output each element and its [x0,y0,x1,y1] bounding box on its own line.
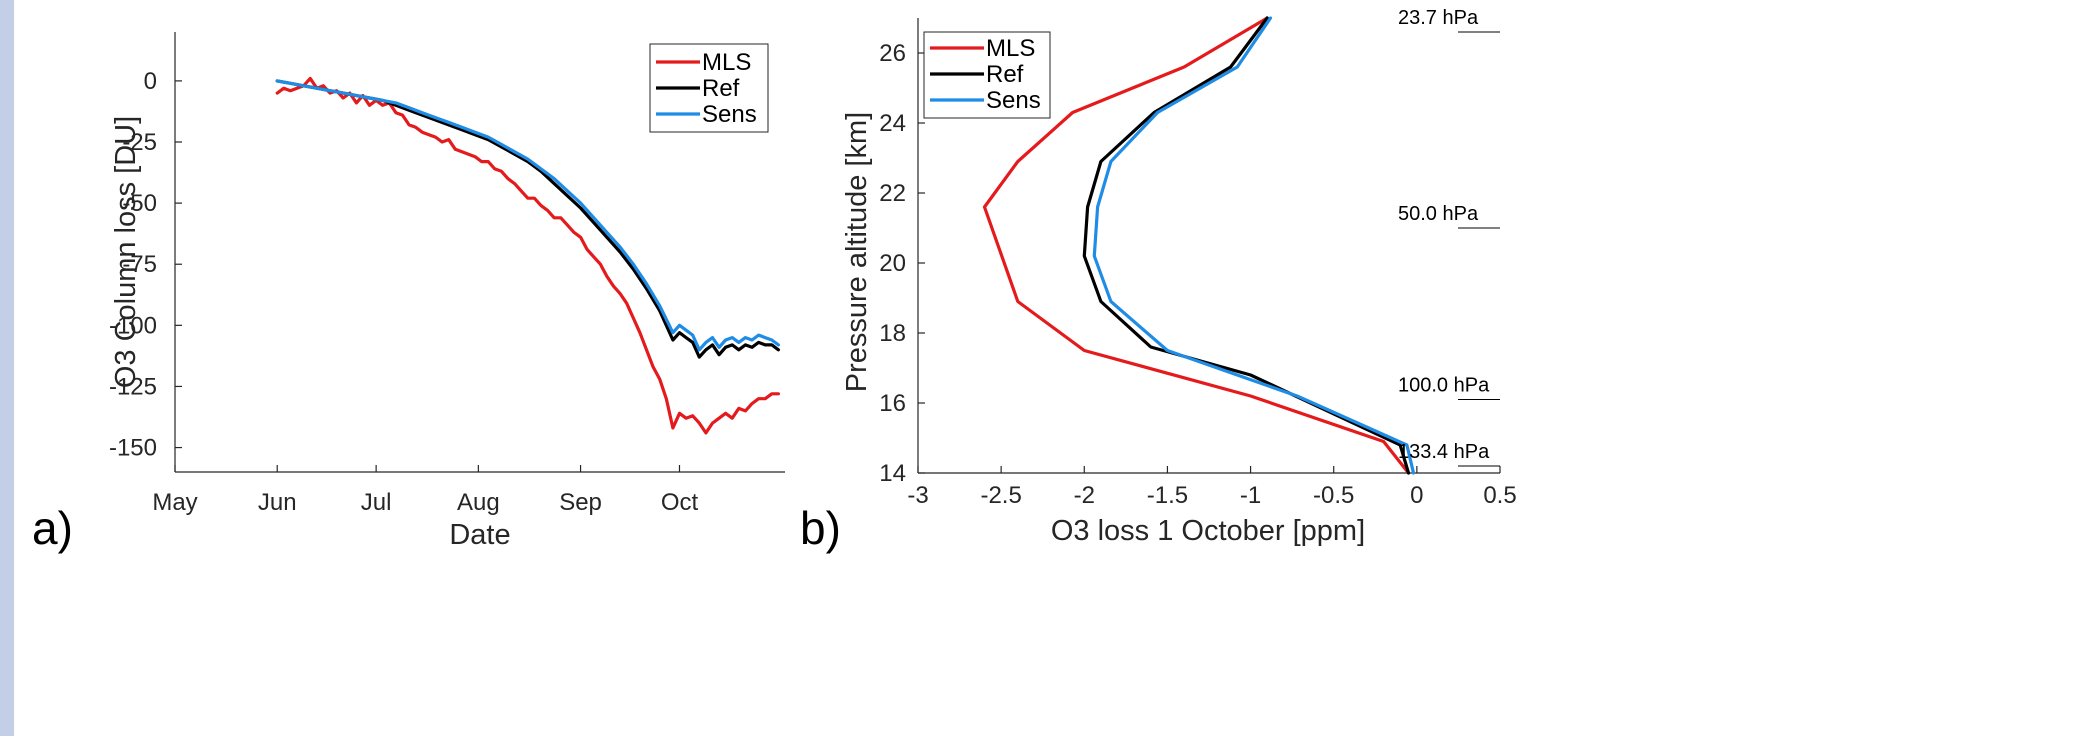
panel-a-xlabel: Date [449,519,510,551]
panel-a-label: a) [32,502,73,554]
panel-a-ytick-label: -75 [122,251,157,278]
panel-b-ticks: 14 16 18 20 22 24 26 -3 -2.5 -2 -1.5 -1 -0.5 0 0.5 [879,40,1516,509]
panel-b-ylabel: Pressure altitude [km] [841,112,873,392]
panel-b-ytick-label: 22 [879,180,906,207]
panel-a-series [275,76,781,435]
panel-b-ytick-label: 26 [879,40,906,67]
panel-b-label: b) [800,502,841,554]
panel-a-xtick-label: Jul [361,489,392,516]
panel-b-xlabel: O3 loss 1 October [ppm] [1051,515,1365,547]
panel-b-xtick-label: -1.5 [1147,482,1188,509]
panel-b-pressure-levels: 23.7 hPa 50.0 hPa 100.0 hPa 133.4 hPa [1398,7,1500,467]
pressure-level-label: 100.0 hPa [1398,375,1490,397]
panel-a-ytick-label: -25 [122,129,157,156]
panel-b-xtick-label: -2.5 [980,482,1021,509]
panel-b-ytick-label: 20 [879,250,906,277]
panel-a-ticks: 0 -25 -50 -75 -100 -125 -150 May Jun Jul Aug Sep Oct [109,68,699,516]
panel-b-xtick-label: -1 [1240,482,1261,509]
panel-b-legend-label: Sens [986,87,1041,114]
panel-b-ytick-label: 14 [879,460,906,487]
panel-b-ytick-label: 16 [879,390,906,417]
panel-a-legend-label: Sens [702,101,757,128]
panel-b-series [982,16,1416,475]
panel-a-legend-label: MLS [702,49,751,76]
panel-b-series-sens [1092,16,1416,475]
panel-b-legend-label: MLS [986,35,1035,62]
panel-a-xtick-label: Jun [258,489,297,516]
panel-b-xtick-label: 0.5 [1483,482,1516,509]
left-margin-strip [0,0,14,736]
pressure-level-label: 133.4 hPa [1398,441,1490,463]
panel-a-legend-box [649,43,769,133]
panel-a-series-mls [275,76,781,435]
panel-b-xtick-label: 0 [1410,482,1423,509]
panel-a-xtick-label: May [152,489,197,516]
panel-b-frame [917,18,1500,474]
panel-a-ytick-label: -50 [122,190,157,217]
panel-b-ytick-label: 18 [879,320,906,347]
panel-b-legend-label: Ref [986,61,1024,88]
panel-a-legend-label: Ref [702,75,740,102]
pressure-level-label: 23.7 hPa [1398,7,1479,29]
panel-a-ytick-label: -150 [109,435,157,462]
panel-a-xtick-label: Aug [457,489,500,516]
panel-a: 0 -25 -50 -75 -100 -125 -150 May Jun Jul Aug Sep Oct… [32,32,785,554]
panel-a-ytick-label: -100 [109,312,157,339]
panel-b-xtick-label: -2 [1074,482,1095,509]
panel-a-series-sens [275,79,781,352]
panel-b-series-mls [982,16,1411,475]
panel-a-xtick-label: Oct [661,489,699,516]
panel-b: 14 16 18 20 22 24 26 -3 -2.5 -2 -1.5 -1 -0.5 0 0.5 23.… [800,7,1517,554]
pressure-level-label: 50.0 hPa [1398,203,1479,225]
panel-b-xtick-label: -3 [907,482,928,509]
panel-b-xtick-label: -0.5 [1313,482,1354,509]
panel-a-xtick-label: Sep [559,489,602,516]
panel-a-ylabel: O3 Column loss [DU] [110,116,142,388]
panel-b-ytick-label: 24 [879,110,906,137]
panel-a-ytick-label: 0 [144,68,157,95]
panel-a-ytick-label: -125 [109,373,157,400]
